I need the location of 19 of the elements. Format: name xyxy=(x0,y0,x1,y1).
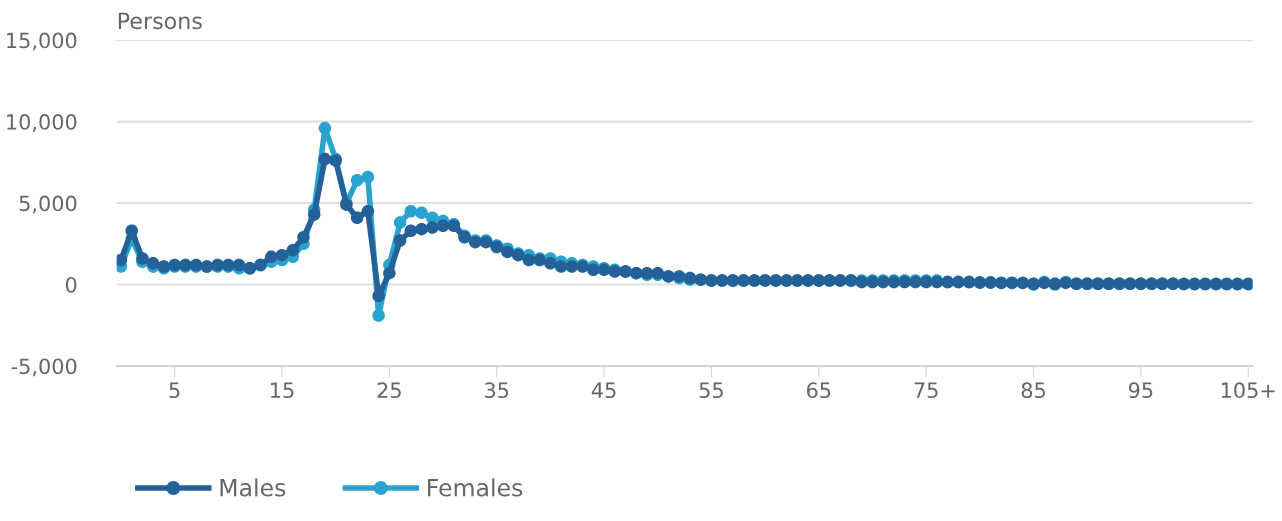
legend-label: Males xyxy=(220,478,286,497)
x-tick-label: 45 xyxy=(591,382,616,399)
legend-label: Females xyxy=(428,478,523,497)
x-tick-label: 85 xyxy=(1021,382,1045,399)
y-tick-label: -5,000 xyxy=(11,358,77,377)
y-tick-label: 0 xyxy=(65,276,77,293)
x-tick-label: 65 xyxy=(806,382,831,399)
y-axis-title: Persons xyxy=(118,12,202,30)
x-tick-label: 75 xyxy=(914,382,938,399)
x-tick-label: 5 xyxy=(169,382,180,399)
y-tick-label: 15,000 xyxy=(7,32,77,51)
x-tick-label: 55 xyxy=(699,382,723,399)
x-tick-label: 35 xyxy=(485,382,509,399)
x-tick-label: 95 xyxy=(1128,382,1153,399)
x-tick-label: 105+ xyxy=(1221,382,1275,399)
y-tick-label: 10,000 xyxy=(7,114,77,132)
x-tick-label: 15 xyxy=(271,382,294,399)
x-tick-label: 25 xyxy=(377,382,401,399)
y-tick-label: 5,000 xyxy=(19,195,77,214)
